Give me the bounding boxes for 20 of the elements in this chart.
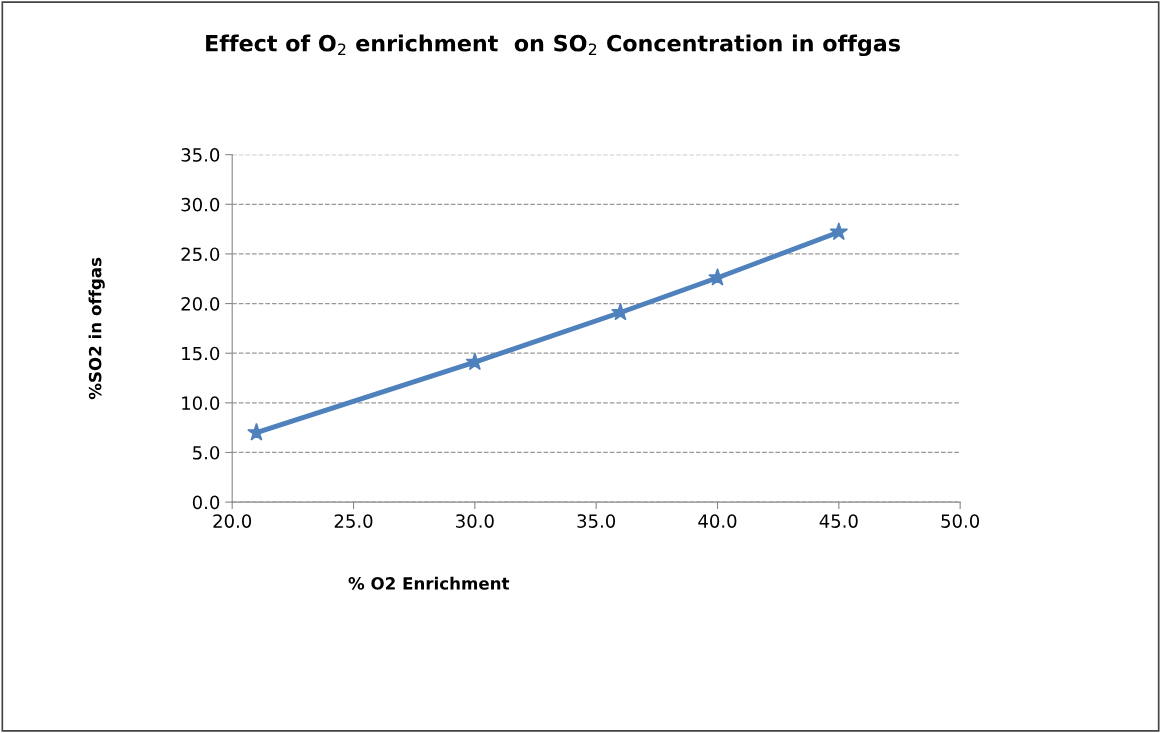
x-tick-label: 35.0 <box>577 514 616 528</box>
y-tick-label: 10.0 <box>182 396 220 410</box>
point <box>708 268 727 286</box>
x-tick-label: 30.0 <box>456 514 494 528</box>
x-tick-label: 45.0 <box>819 514 858 528</box>
y-tick-label: 0.0 <box>192 495 220 510</box>
y-tick-label: 5.0 <box>193 445 220 460</box>
y-tick-label: 30.0 <box>181 197 220 212</box>
x-tick-label: 40.0 <box>698 514 737 528</box>
y-axis-title: %SO2 in offgas <box>88 257 105 400</box>
y-tick-label: 25.0 <box>181 247 220 262</box>
x-tick-label: 20.0 <box>213 514 252 528</box>
point <box>829 222 849 241</box>
x-tick-label: 25.0 <box>334 514 373 528</box>
y-tick-label: 15.0 <box>182 346 220 361</box>
y-tick-label: 20.0 <box>181 297 220 311</box>
x-tick-label: 50.0 <box>941 514 980 528</box>
y-tick-label: 35.0 <box>181 148 220 162</box>
chart-title: Effect of O$_{2}$ enrichment on SO$_{2}$ Concentration in offgas <box>206 34 900 57</box>
x-axis-title: % O2 Enrichment <box>348 576 510 590</box>
